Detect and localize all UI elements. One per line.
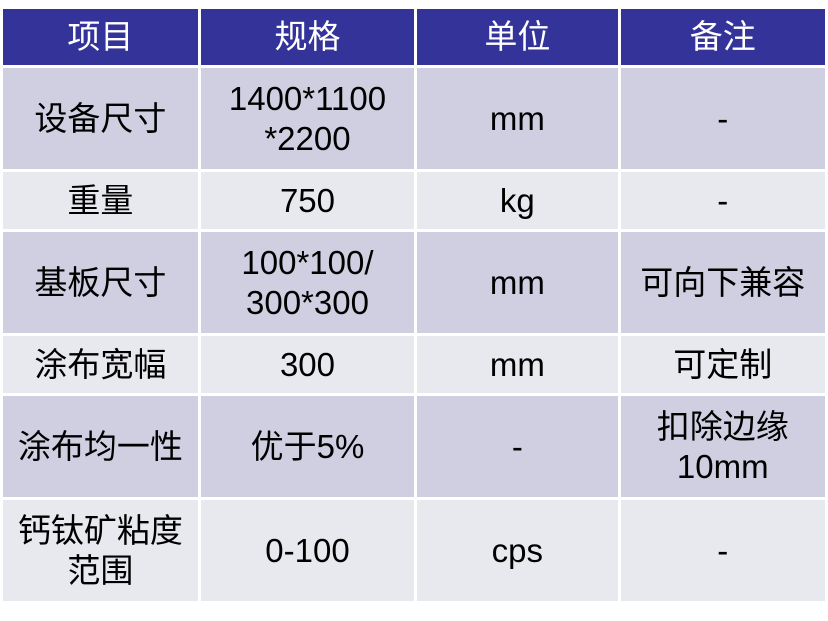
table-row: 重量 750 kg - — [0, 169, 828, 232]
cell-item: 重量 — [0, 169, 201, 232]
cell-unit: kg — [414, 169, 621, 232]
table-row: 设备尺寸 1400*1100 *2200 mm - — [0, 65, 828, 172]
cell-note: - — [617, 497, 828, 604]
table-row: 涂布均一性 优于5% - 扣除边缘10mm — [0, 393, 828, 500]
cell-spec: 100*100/ 300*300 — [197, 229, 418, 336]
cell-spec: 优于5% — [197, 393, 418, 500]
header-note: 备注 — [617, 6, 828, 68]
table-row: 钙钛矿粘度范围 0-100 cps - — [0, 497, 828, 604]
header-row: 项目 规格 单位 备注 — [0, 6, 828, 68]
cell-spec: 1400*1100 *2200 — [197, 65, 418, 172]
header-spec: 规格 — [197, 6, 418, 68]
cell-spec: 750 — [197, 169, 418, 232]
table-row: 涂布宽幅 300 mm 可定制 — [0, 333, 828, 396]
cell-note: - — [617, 65, 828, 172]
cell-note: 可定制 — [617, 333, 828, 396]
cell-item: 钙钛矿粘度范围 — [0, 497, 201, 604]
cell-item: 涂布宽幅 — [0, 333, 201, 396]
cell-note: 可向下兼容 — [617, 229, 828, 336]
cell-unit: mm — [414, 333, 621, 396]
cell-unit: - — [414, 393, 621, 500]
cell-item: 涂布均一性 — [0, 393, 201, 500]
cell-unit: cps — [414, 497, 621, 604]
header-unit: 单位 — [414, 6, 621, 68]
cell-item: 设备尺寸 — [0, 65, 201, 172]
spec-table: 项目 规格 单位 备注 设备尺寸 1400*1100 *2200 mm - 重量… — [0, 6, 828, 604]
cell-spec: 300 — [197, 333, 418, 396]
header-item: 项目 — [0, 6, 201, 68]
cell-unit: mm — [414, 65, 621, 172]
cell-unit: mm — [414, 229, 621, 336]
cell-note: 扣除边缘10mm — [617, 393, 828, 500]
cell-item: 基板尺寸 — [0, 229, 201, 336]
cell-spec: 0-100 — [197, 497, 418, 604]
table-row: 基板尺寸 100*100/ 300*300 mm 可向下兼容 — [0, 229, 828, 336]
cell-note: - — [617, 169, 828, 232]
